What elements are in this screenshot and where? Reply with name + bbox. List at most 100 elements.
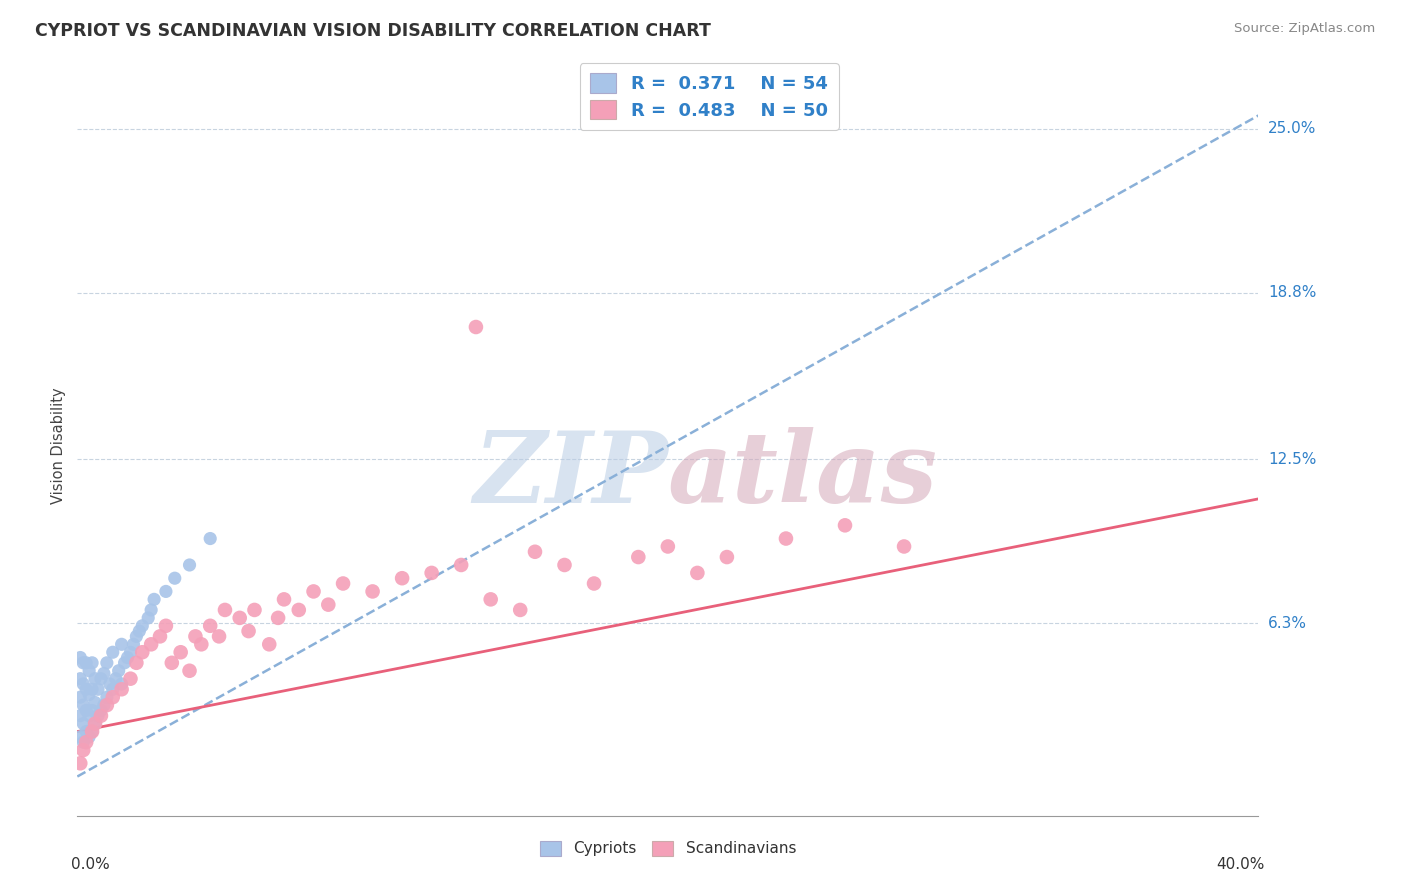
Point xyxy=(69,672,91,686)
Point xyxy=(75,682,97,697)
Point xyxy=(101,690,124,705)
Text: 40.0%: 40.0% xyxy=(1216,857,1264,871)
Point xyxy=(75,724,97,739)
Legend: Cypriots, Scandinavians: Cypriots, Scandinavians xyxy=(531,833,804,864)
Text: 12.5%: 12.5% xyxy=(1268,451,1316,467)
Point xyxy=(200,532,222,546)
Text: 25.0%: 25.0% xyxy=(1268,121,1316,136)
Point xyxy=(84,672,107,686)
Point xyxy=(524,545,547,559)
Point xyxy=(93,666,115,681)
Point xyxy=(72,735,94,749)
Point xyxy=(627,549,650,565)
Point xyxy=(122,637,145,651)
Point xyxy=(391,571,413,585)
Point xyxy=(84,716,107,731)
Point xyxy=(131,619,153,633)
Point xyxy=(98,677,121,691)
Point xyxy=(72,698,94,712)
Point xyxy=(75,703,97,717)
Point xyxy=(259,637,281,651)
Point xyxy=(69,650,91,665)
Point xyxy=(111,637,132,651)
Text: 18.8%: 18.8% xyxy=(1268,285,1316,300)
Point xyxy=(77,664,100,678)
Point xyxy=(302,584,325,599)
Point xyxy=(479,592,502,607)
Text: CYPRIOT VS SCANDINAVIAN VISION DISABILITY CORRELATION CHART: CYPRIOT VS SCANDINAVIAN VISION DISABILIT… xyxy=(35,22,711,40)
Point xyxy=(90,708,112,723)
Point xyxy=(464,320,488,334)
Text: Source: ZipAtlas.com: Source: ZipAtlas.com xyxy=(1234,22,1375,36)
Point xyxy=(332,576,354,591)
Point xyxy=(125,629,148,643)
Point xyxy=(238,624,260,639)
Point xyxy=(75,735,97,749)
Point xyxy=(72,743,94,757)
Point xyxy=(82,724,104,739)
Point xyxy=(128,624,150,639)
Point xyxy=(82,682,104,697)
Point xyxy=(101,645,124,659)
Point xyxy=(179,558,201,572)
Point xyxy=(509,603,531,617)
Point xyxy=(72,656,94,670)
Point xyxy=(179,664,201,678)
Point xyxy=(84,716,107,731)
Point xyxy=(69,730,91,744)
Point xyxy=(96,698,118,712)
Y-axis label: Vision Disability: Vision Disability xyxy=(51,388,66,504)
Point xyxy=(318,598,340,612)
Point xyxy=(82,703,104,717)
Point xyxy=(149,629,172,643)
Point xyxy=(288,603,311,617)
Point xyxy=(69,690,91,705)
Point xyxy=(82,724,104,739)
Point xyxy=(143,592,166,607)
Point xyxy=(420,566,443,580)
Point xyxy=(450,558,472,572)
Point xyxy=(136,611,159,625)
Point xyxy=(155,584,177,599)
Point xyxy=(90,672,112,686)
Point xyxy=(84,696,107,710)
Point xyxy=(77,730,100,744)
Point xyxy=(200,619,222,633)
Point xyxy=(163,571,186,585)
Point xyxy=(120,672,142,686)
Point xyxy=(104,672,127,686)
Point xyxy=(120,645,142,659)
Point xyxy=(111,677,132,691)
Point xyxy=(117,650,139,665)
Point xyxy=(141,603,163,617)
Point xyxy=(554,558,576,572)
Text: ZIP: ZIP xyxy=(472,427,668,524)
Point xyxy=(75,656,97,670)
Point xyxy=(208,629,231,643)
Point xyxy=(125,656,148,670)
Point xyxy=(77,708,100,723)
Point xyxy=(111,682,132,697)
Point xyxy=(72,716,94,731)
Text: atlas: atlas xyxy=(668,427,938,524)
Point xyxy=(72,677,94,691)
Point xyxy=(170,645,193,659)
Point xyxy=(657,540,679,554)
Point xyxy=(267,611,290,625)
Point xyxy=(96,656,118,670)
Point xyxy=(184,629,207,643)
Point xyxy=(716,549,738,565)
Point xyxy=(101,682,124,697)
Text: 6.3%: 6.3% xyxy=(1268,615,1308,631)
Point xyxy=(114,656,136,670)
Point xyxy=(69,756,91,771)
Point xyxy=(131,645,153,659)
Point xyxy=(893,540,915,554)
Point xyxy=(93,698,115,712)
Point xyxy=(160,656,183,670)
Point xyxy=(87,682,110,697)
Point xyxy=(214,603,236,617)
Point xyxy=(273,592,295,607)
Point xyxy=(361,584,384,599)
Point xyxy=(96,690,118,705)
